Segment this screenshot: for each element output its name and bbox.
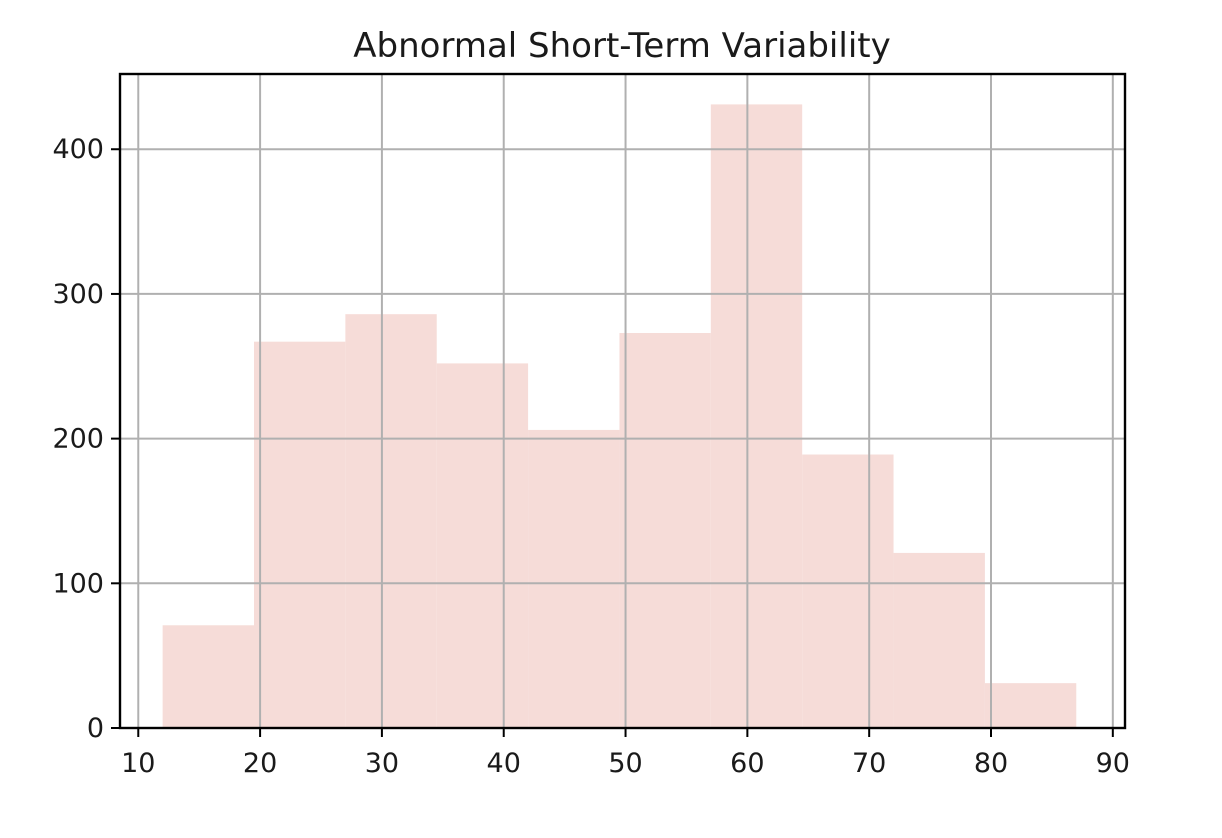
bars-group (162, 104, 1077, 729)
x-tick-label-90: 90 (1096, 748, 1130, 779)
histogram-bar-5 (528, 429, 620, 728)
x-tick-label-70: 70 (852, 748, 886, 779)
histogram-bar-8 (802, 454, 894, 728)
x-tick-label-50: 50 (608, 748, 642, 779)
x-tick-label-30: 30 (365, 748, 399, 779)
grid-lines (120, 74, 1125, 729)
y-tick-label-100: 100 (52, 568, 104, 599)
chart-title: Abnormal Short-Term Variability (353, 26, 890, 66)
histogram-bar-4 (436, 363, 529, 728)
y-axis: 0 100 200 300 400 (52, 134, 120, 744)
histogram-bar-9 (893, 552, 985, 728)
y-tick-label-200: 200 (52, 424, 104, 455)
x-tick-label-40: 40 (487, 748, 521, 779)
histogram-bar-7 (710, 104, 803, 729)
x-axis: 10 20 30 40 50 60 70 80 90 (121, 728, 1130, 779)
histogram-bar-2 (254, 341, 346, 728)
y-tick-label-400: 400 (52, 134, 104, 165)
x-tick-label-80: 80 (974, 748, 1008, 779)
histogram-bar-6 (619, 332, 711, 728)
histogram-bar-1 (162, 625, 254, 728)
histogram-bar-10 (984, 683, 1077, 728)
y-tick-label-0: 0 (87, 713, 104, 744)
x-tick-label-10: 10 (121, 748, 155, 779)
plot-frame (118, 72, 1127, 730)
y-tick-label-300: 300 (52, 279, 104, 310)
histogram-bar-3 (345, 314, 437, 728)
x-tick-label-60: 60 (730, 748, 764, 779)
x-tick-label-20: 20 (243, 748, 277, 779)
